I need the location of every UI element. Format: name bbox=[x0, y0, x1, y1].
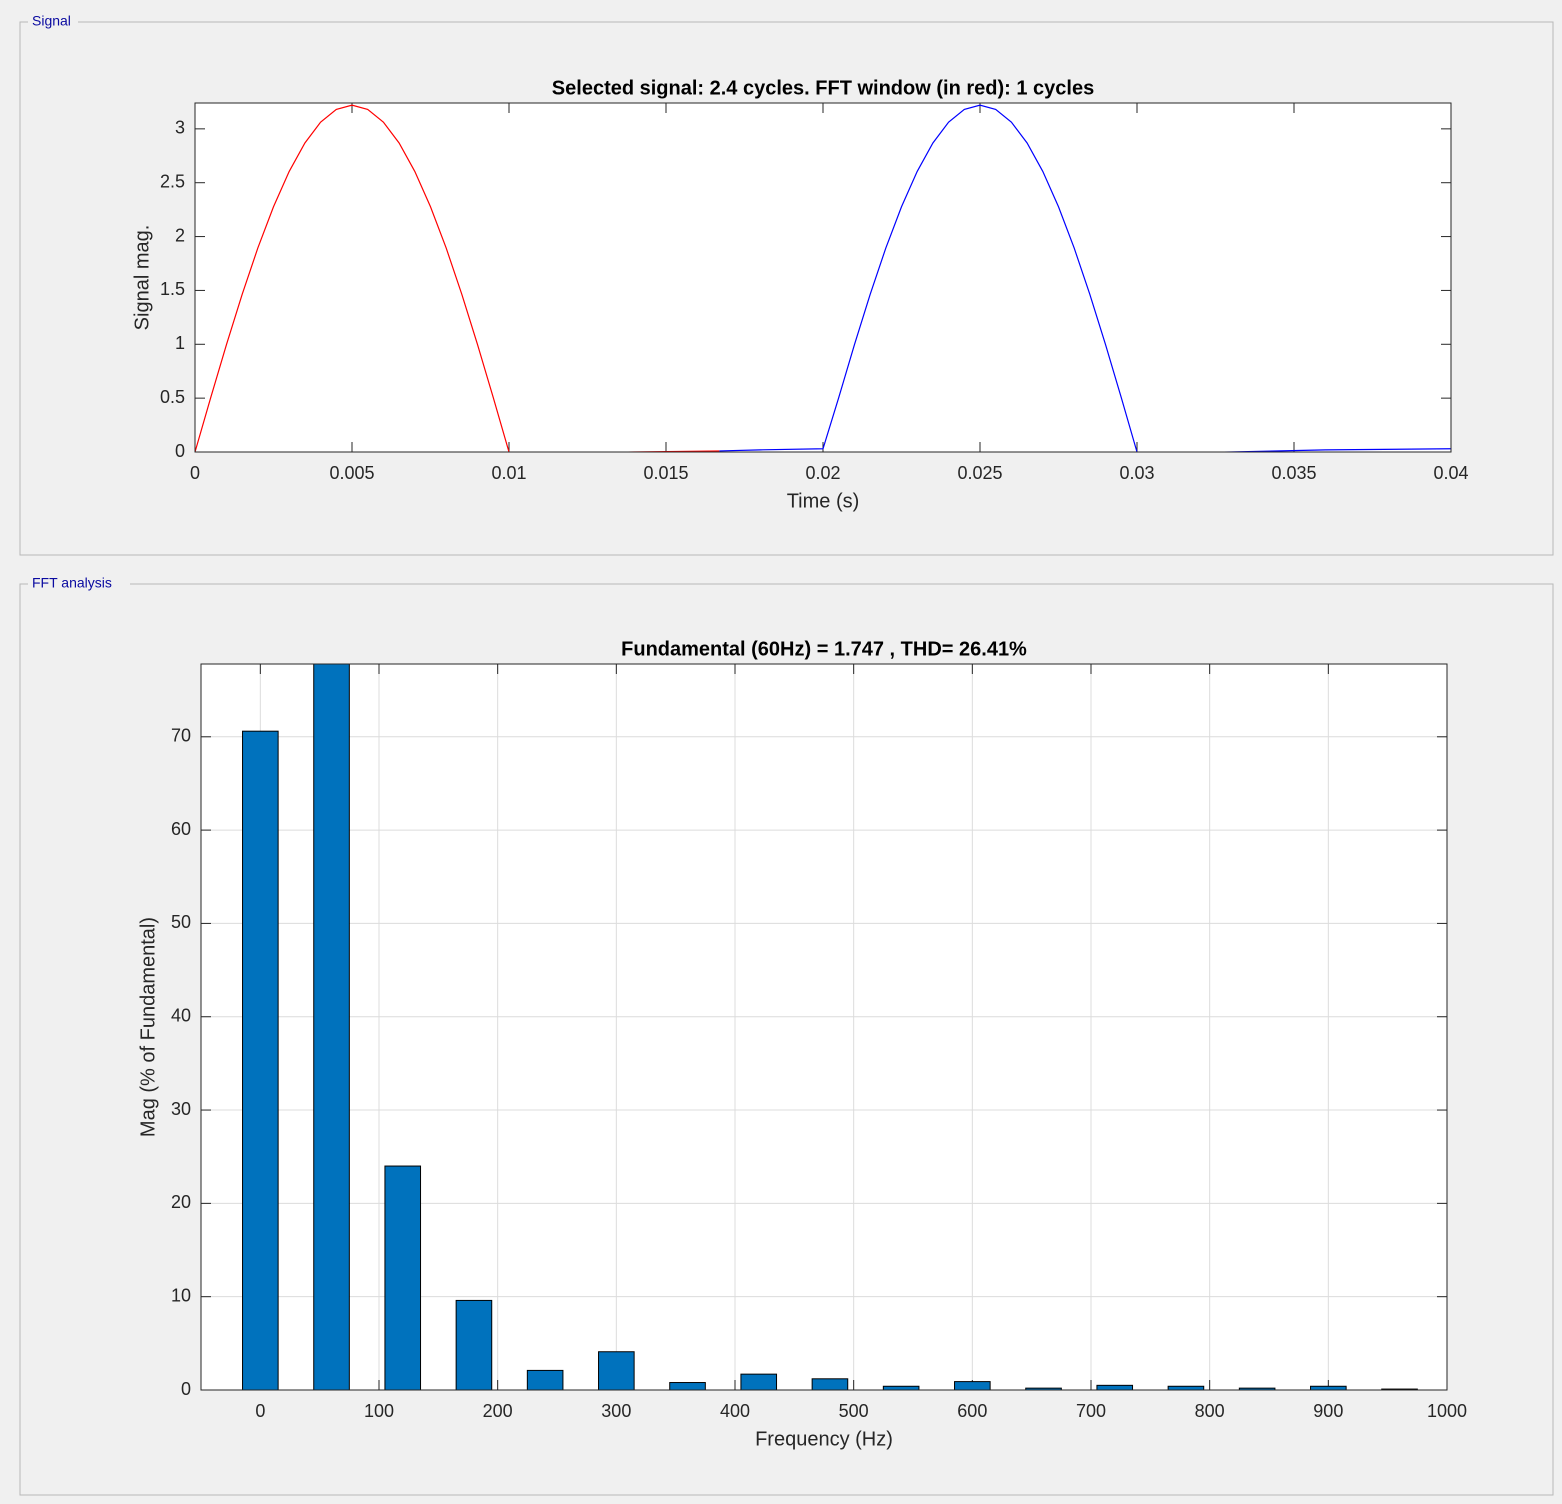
y-tick-label: 70 bbox=[171, 726, 191, 746]
y-tick-label: 1.5 bbox=[160, 279, 185, 299]
bar bbox=[526, 1369, 564, 1390]
y-tick-label: 10 bbox=[171, 1285, 191, 1305]
panel-title: FFT analysis bbox=[32, 575, 112, 591]
x-tick-label: 0.015 bbox=[643, 463, 688, 483]
bar bbox=[313, 664, 350, 1390]
x-tick-label: 0.01 bbox=[491, 463, 526, 483]
bar bbox=[1167, 1385, 1205, 1390]
bar bbox=[384, 1165, 422, 1390]
bar bbox=[669, 1382, 706, 1390]
x-tick-label: 700 bbox=[1076, 1401, 1106, 1421]
y-tick-label: 1 bbox=[175, 333, 185, 353]
y-tick-label: 50 bbox=[171, 912, 191, 932]
signal-line bbox=[719, 104, 1451, 452]
panel-title: Signal bbox=[32, 13, 71, 29]
x-tick-label: 0 bbox=[190, 463, 200, 483]
x-tick-label: 0.02 bbox=[805, 463, 840, 483]
y-tick-label: 60 bbox=[171, 819, 191, 839]
bar bbox=[242, 730, 279, 1390]
panel-frame bbox=[19, 583, 1554, 1496]
y-tick-label: 0.5 bbox=[160, 387, 185, 407]
bar bbox=[954, 1381, 991, 1390]
chart-title: Fundamental (60Hz) = 1.747 , THD= 26.41% bbox=[621, 638, 1027, 660]
y-tick-label: 40 bbox=[171, 1005, 191, 1025]
panel-title-bg bbox=[28, 574, 130, 594]
bar bbox=[1096, 1384, 1134, 1390]
y-tick-label: 3 bbox=[175, 118, 185, 138]
y-axis-label: Mag (% of Fundamental) bbox=[137, 917, 159, 1137]
x-tick-label: 0 bbox=[255, 1401, 265, 1421]
x-tick-label: 900 bbox=[1313, 1401, 1343, 1421]
chart-title: Selected signal: 2.4 cycles. FFT window … bbox=[552, 77, 1094, 99]
bar bbox=[1310, 1385, 1347, 1390]
x-tick-label: 200 bbox=[483, 1401, 513, 1421]
x-tick-label: 0.025 bbox=[957, 463, 1002, 483]
x-tick-label: 0.005 bbox=[329, 463, 374, 483]
panel-title-bg bbox=[28, 12, 78, 32]
x-tick-label: 0.04 bbox=[1433, 463, 1468, 483]
panel-frame bbox=[19, 21, 1554, 556]
x-tick-label: 0.03 bbox=[1119, 463, 1154, 483]
y-tick-label: 20 bbox=[171, 1192, 191, 1212]
x-tick-label: 400 bbox=[720, 1401, 750, 1421]
y-tick-label: 0 bbox=[175, 441, 185, 461]
signal-line bbox=[195, 104, 720, 452]
bar bbox=[882, 1385, 920, 1390]
x-tick-label: 800 bbox=[1195, 1401, 1225, 1421]
x-tick-label: 1000 bbox=[1427, 1401, 1467, 1421]
plot-content bbox=[242, 664, 1418, 1390]
x-tick-label: 300 bbox=[601, 1401, 631, 1421]
x-tick-label: 100 bbox=[364, 1401, 394, 1421]
plot-content bbox=[195, 104, 1451, 452]
y-tick-label: 30 bbox=[171, 1099, 191, 1119]
x-axis-label: Time (s) bbox=[787, 490, 860, 512]
bar bbox=[811, 1378, 849, 1390]
x-tick-label: 500 bbox=[839, 1401, 869, 1421]
y-tick-label: 2 bbox=[175, 225, 185, 245]
y-tick-label: 2.5 bbox=[160, 171, 185, 191]
y-tick-label: 0 bbox=[181, 1379, 191, 1399]
axes-box bbox=[200, 663, 1448, 1391]
x-tick-label: 600 bbox=[957, 1401, 987, 1421]
x-axis-label: Frequency (Hz) bbox=[755, 1428, 893, 1450]
bar bbox=[598, 1351, 635, 1390]
bar bbox=[740, 1373, 778, 1390]
axes-box bbox=[194, 102, 1452, 453]
y-axis-label: Signal mag. bbox=[131, 225, 153, 331]
plot-area bbox=[195, 103, 1451, 452]
x-tick-label: 0.035 bbox=[1271, 463, 1316, 483]
bar bbox=[455, 1299, 493, 1390]
